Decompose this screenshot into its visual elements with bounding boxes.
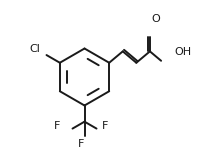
Text: F: F xyxy=(54,121,60,130)
Text: F: F xyxy=(77,139,84,149)
Text: Cl: Cl xyxy=(29,44,40,53)
Text: O: O xyxy=(152,14,160,24)
Text: F: F xyxy=(102,121,108,130)
Text: OH: OH xyxy=(175,47,192,57)
